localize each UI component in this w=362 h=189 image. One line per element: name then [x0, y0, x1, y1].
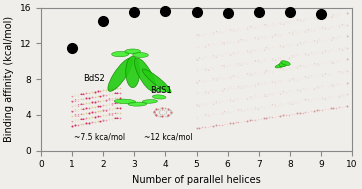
Ellipse shape [126, 56, 140, 88]
Polygon shape [72, 114, 120, 116]
Text: ~12 kca/mol: ~12 kca/mol [144, 133, 192, 142]
Polygon shape [197, 70, 348, 95]
Ellipse shape [275, 64, 286, 68]
Polygon shape [197, 12, 348, 37]
Text: ~7.5 kca/mol: ~7.5 kca/mol [73, 133, 125, 142]
Text: BdS2: BdS2 [83, 74, 105, 83]
Polygon shape [72, 109, 120, 111]
Ellipse shape [142, 69, 171, 93]
Polygon shape [72, 119, 120, 121]
Ellipse shape [142, 100, 157, 103]
Polygon shape [197, 82, 348, 107]
Ellipse shape [279, 62, 287, 67]
Polygon shape [197, 24, 348, 49]
Text: BdS1: BdS1 [150, 85, 172, 94]
Ellipse shape [152, 95, 166, 99]
Ellipse shape [114, 99, 136, 104]
Polygon shape [197, 36, 348, 60]
Ellipse shape [281, 61, 290, 65]
Polygon shape [197, 94, 348, 118]
Ellipse shape [128, 102, 147, 106]
Ellipse shape [133, 53, 148, 57]
Ellipse shape [108, 58, 132, 91]
Polygon shape [72, 94, 120, 96]
Ellipse shape [134, 58, 156, 91]
X-axis label: Number of parallel helices: Number of parallel helices [132, 175, 261, 185]
Y-axis label: Binding affinity (kcal/mol): Binding affinity (kcal/mol) [4, 16, 14, 142]
Ellipse shape [125, 49, 140, 54]
Ellipse shape [111, 51, 129, 57]
Polygon shape [72, 99, 120, 101]
Ellipse shape [154, 88, 168, 92]
Polygon shape [72, 104, 120, 106]
Polygon shape [197, 59, 348, 84]
Polygon shape [197, 47, 348, 72]
